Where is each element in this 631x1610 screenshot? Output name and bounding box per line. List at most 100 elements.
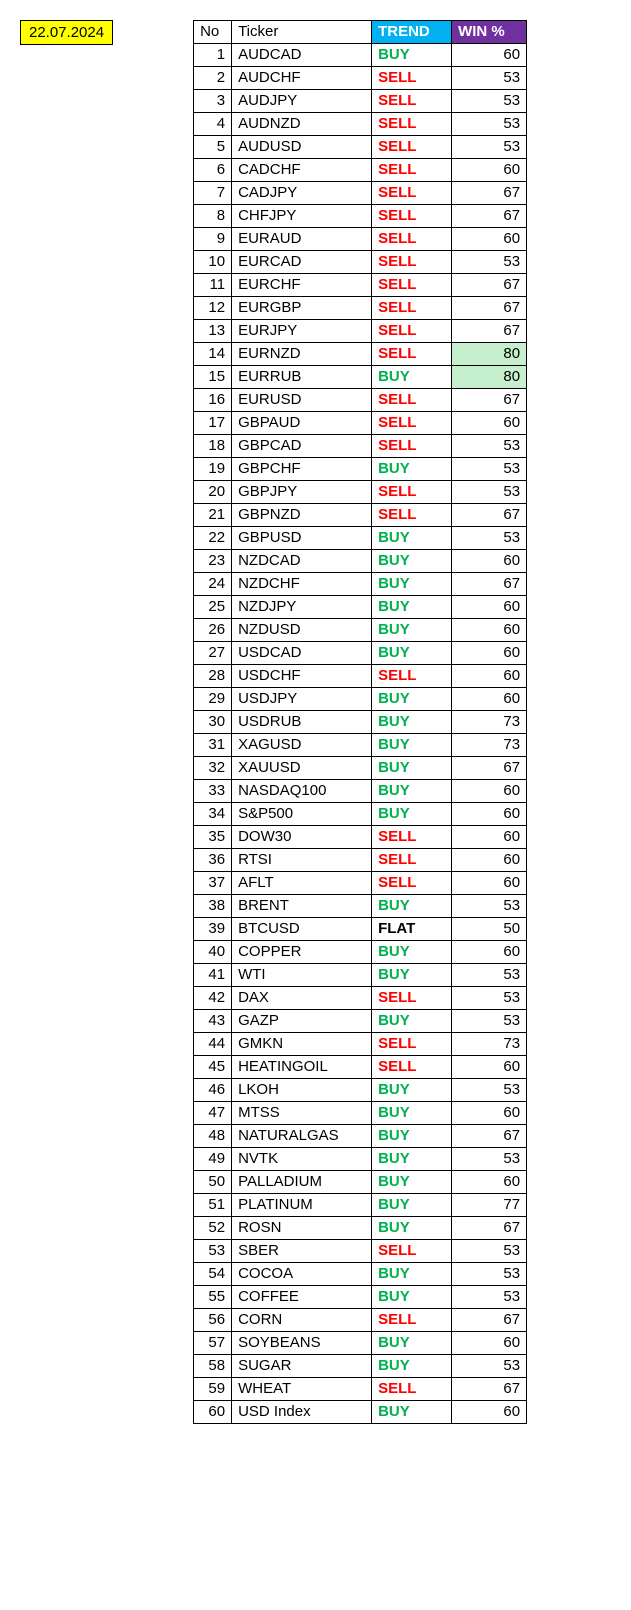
table-row: 52ROSNBUY67 <box>194 1217 527 1240</box>
cell-win: 53 <box>452 1079 527 1102</box>
table-row: 42DAXSELL53 <box>194 987 527 1010</box>
cell-win: 80 <box>452 343 527 366</box>
cell-no: 6 <box>194 159 232 182</box>
cell-ticker: USDJPY <box>232 688 372 711</box>
cell-no: 47 <box>194 1102 232 1125</box>
cell-no: 59 <box>194 1378 232 1401</box>
table-row: 3AUDJPYSELL53 <box>194 90 527 113</box>
cell-win: 53 <box>452 1355 527 1378</box>
cell-no: 5 <box>194 136 232 159</box>
cell-no: 28 <box>194 665 232 688</box>
cell-no: 8 <box>194 205 232 228</box>
cell-win: 53 <box>452 136 527 159</box>
cell-ticker: BRENT <box>232 895 372 918</box>
cell-ticker: SBER <box>232 1240 372 1263</box>
cell-no: 10 <box>194 251 232 274</box>
cell-win: 53 <box>452 1286 527 1309</box>
cell-no: 1 <box>194 44 232 67</box>
table-row: 56CORNSELL67 <box>194 1309 527 1332</box>
cell-win: 53 <box>452 481 527 504</box>
cell-no: 14 <box>194 343 232 366</box>
cell-no: 54 <box>194 1263 232 1286</box>
cell-win: 60 <box>452 550 527 573</box>
cell-ticker: GAZP <box>232 1010 372 1033</box>
cell-no: 57 <box>194 1332 232 1355</box>
table-row: 51PLATINUMBUY77 <box>194 1194 527 1217</box>
cell-trend: BUY <box>372 964 452 987</box>
cell-ticker: GBPCHF <box>232 458 372 481</box>
cell-no: 52 <box>194 1217 232 1240</box>
cell-win: 67 <box>452 320 527 343</box>
cell-no: 48 <box>194 1125 232 1148</box>
cell-trend: SELL <box>372 826 452 849</box>
cell-no: 22 <box>194 527 232 550</box>
table-row: 10EURCADSELL53 <box>194 251 527 274</box>
cell-no: 15 <box>194 366 232 389</box>
cell-trend: SELL <box>372 849 452 872</box>
table-row: 24NZDCHFBUY67 <box>194 573 527 596</box>
cell-win: 73 <box>452 1033 527 1056</box>
table-row: 19GBPCHFBUY53 <box>194 458 527 481</box>
cell-no: 30 <box>194 711 232 734</box>
cell-trend: BUY <box>372 895 452 918</box>
cell-no: 34 <box>194 803 232 826</box>
table-row: 1AUDCADBUY60 <box>194 44 527 67</box>
cell-win: 77 <box>452 1194 527 1217</box>
cell-trend: SELL <box>372 113 452 136</box>
cell-no: 23 <box>194 550 232 573</box>
cell-win: 67 <box>452 205 527 228</box>
cell-no: 33 <box>194 780 232 803</box>
cell-no: 42 <box>194 987 232 1010</box>
cell-no: 4 <box>194 113 232 136</box>
cell-win: 67 <box>452 573 527 596</box>
cell-ticker: AUDJPY <box>232 90 372 113</box>
cell-no: 27 <box>194 642 232 665</box>
cell-win: 60 <box>452 803 527 826</box>
cell-ticker: EURNZD <box>232 343 372 366</box>
cell-ticker: S&P500 <box>232 803 372 826</box>
cell-win: 73 <box>452 711 527 734</box>
cell-trend: SELL <box>372 1033 452 1056</box>
table-row: 40COPPERBUY60 <box>194 941 527 964</box>
cell-no: 43 <box>194 1010 232 1033</box>
table-row: 18GBPCADSELL53 <box>194 435 527 458</box>
cell-no: 55 <box>194 1286 232 1309</box>
cell-win: 60 <box>452 1401 527 1424</box>
cell-win: 53 <box>452 90 527 113</box>
cell-trend: BUY <box>372 803 452 826</box>
cell-win: 67 <box>452 389 527 412</box>
cell-no: 60 <box>194 1401 232 1424</box>
cell-no: 49 <box>194 1148 232 1171</box>
table-row: 14EURNZDSELL80 <box>194 343 527 366</box>
table-row: 26NZDUSDBUY60 <box>194 619 527 642</box>
cell-no: 21 <box>194 504 232 527</box>
cell-win: 67 <box>452 757 527 780</box>
cell-ticker: GBPAUD <box>232 412 372 435</box>
cell-ticker: EURUSD <box>232 389 372 412</box>
cell-ticker: NASDAQ100 <box>232 780 372 803</box>
cell-win: 60 <box>452 1102 527 1125</box>
cell-no: 11 <box>194 274 232 297</box>
table-row: 2AUDCHFSELL53 <box>194 67 527 90</box>
cell-win: 53 <box>452 435 527 458</box>
cell-no: 19 <box>194 458 232 481</box>
cell-win: 80 <box>452 366 527 389</box>
cell-ticker: GMKN <box>232 1033 372 1056</box>
table-row: 7CADJPYSELL67 <box>194 182 527 205</box>
cell-ticker: NZDUSD <box>232 619 372 642</box>
table-row: 12EURGBPSELL67 <box>194 297 527 320</box>
cell-no: 3 <box>194 90 232 113</box>
table-row: 49NVTKBUY53 <box>194 1148 527 1171</box>
cell-win: 53 <box>452 987 527 1010</box>
cell-trend: BUY <box>372 1171 452 1194</box>
cell-trend: SELL <box>372 182 452 205</box>
cell-no: 35 <box>194 826 232 849</box>
cell-ticker: NVTK <box>232 1148 372 1171</box>
cell-trend: BUY <box>372 711 452 734</box>
cell-trend: SELL <box>372 67 452 90</box>
cell-win: 60 <box>452 642 527 665</box>
cell-trend: BUY <box>372 780 452 803</box>
cell-win: 60 <box>452 619 527 642</box>
cell-no: 45 <box>194 1056 232 1079</box>
table-row: 47MTSSBUY60 <box>194 1102 527 1125</box>
